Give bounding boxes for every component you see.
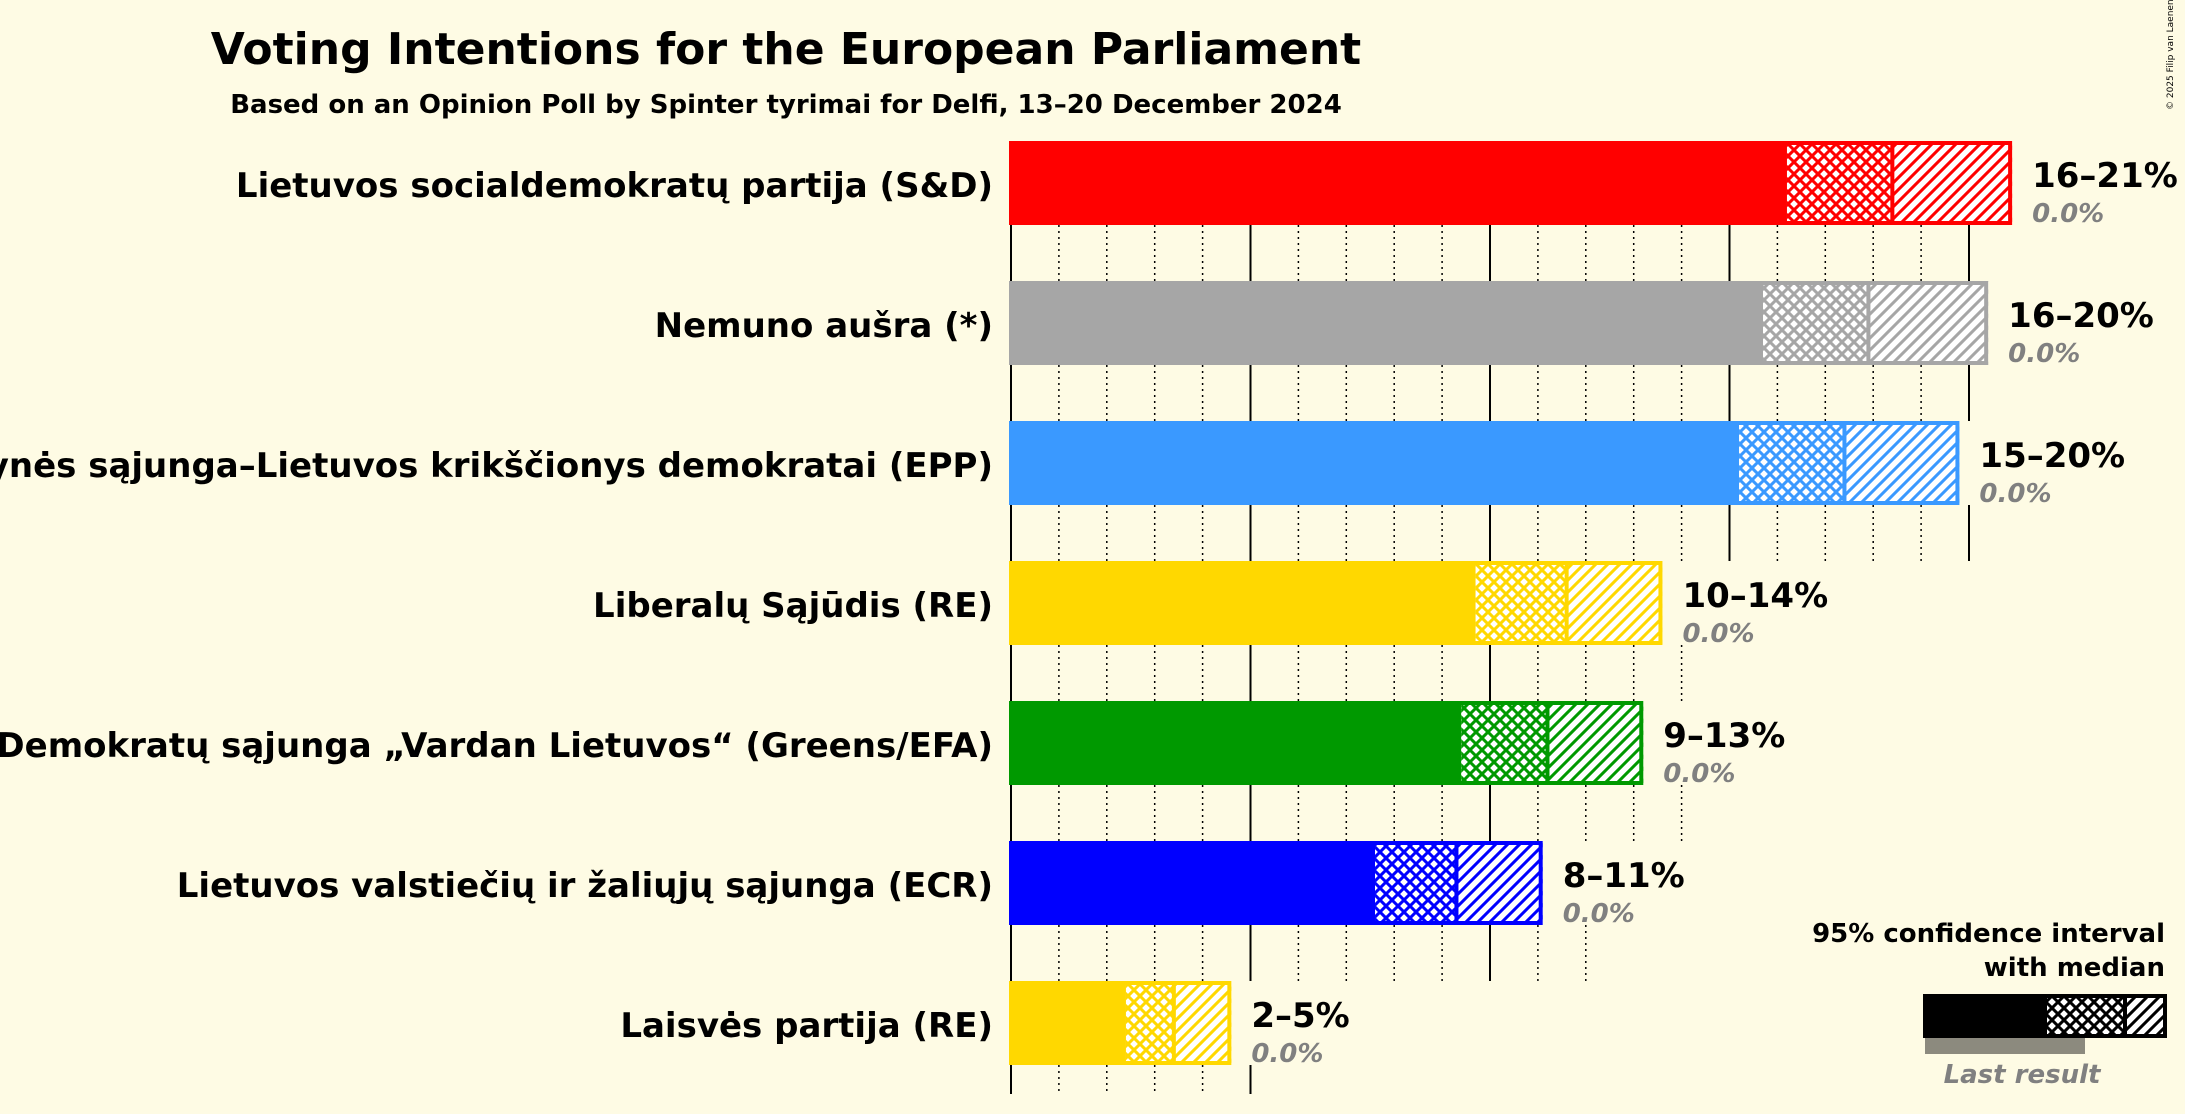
last-result-label: 0.0%: [1682, 619, 1754, 649]
bar-ci-outline: [1009, 141, 2013, 225]
bar-solid: [1011, 701, 1462, 785]
last-result-label: 0.0%: [2008, 339, 2080, 369]
bar-solid: [1011, 421, 1740, 505]
bar-ci-upper: [1844, 421, 1960, 505]
legend-title-line1: 95% confidence interval: [1812, 919, 2165, 949]
range-label: 10–14%: [1682, 576, 1828, 616]
bar-solid: [1011, 981, 1126, 1065]
bar-ci-lower: [1461, 701, 1548, 785]
bar-ci-outline: [1009, 561, 1663, 645]
legend-ci-lower-swatch: [2043, 994, 2127, 1038]
party-label: Lietuvos socialdemokratų partija (S&D): [236, 166, 993, 206]
bar-ci-lower: [1475, 561, 1567, 645]
bars: Lietuvos socialdemokratų partija (S&D) 16…: [0, 141, 2178, 1069]
bar-row: Lietuvos socialdemokratų partija (S&D) 16…: [236, 141, 2178, 229]
bar-ci-outline: [1009, 281, 1989, 365]
legend-title-line2: with median: [1984, 953, 2165, 983]
chart-title: Voting Intentions for the European Parli…: [211, 24, 1361, 75]
bar-ci-upper: [1547, 701, 1644, 785]
bar-ci-outline: [1009, 841, 1543, 925]
bar-row: Tėvynės sąjunga–Lietuvos krikščionys dem…: [0, 421, 2125, 509]
bar-ci-lower: [1125, 981, 1174, 1065]
last-result-label: 0.0%: [1979, 479, 2051, 509]
last-result-label: 0.0%: [1663, 759, 1735, 789]
bar-ci-outline: [1009, 421, 1960, 505]
party-label: Liberalų Sąjūdis (RE): [593, 586, 993, 626]
bar-solid: [1011, 141, 1787, 225]
bar-row: Demokratų sąjunga „Vardan Lietuvos“ (Gre…: [0, 701, 1785, 789]
range-label: 16–21%: [2032, 156, 2178, 196]
party-label: Laisvės partija (RE): [620, 1006, 993, 1046]
bar-row: Liberalų Sąjūdis (RE) 10–14%0.0%: [593, 561, 1828, 649]
last-result-label: 0.0%: [2032, 199, 2104, 229]
bar-ci-lower: [1786, 141, 1893, 225]
bar-ci-upper: [1566, 561, 1663, 645]
bar-ci-upper: [1868, 281, 1989, 365]
legend-last-result-label: Last result: [1944, 1060, 2102, 1090]
bar-row: Nemuno aušra (*) 16–20%0.0%: [655, 281, 2154, 369]
bar-ci-outline: [1009, 981, 1232, 1065]
copyright-note: © 2025 Filip van Laenen: [2166, 0, 2176, 110]
party-label: Tėvynės sąjunga–Lietuvos krikščionys dem…: [0, 446, 993, 486]
party-label: Lietuvos valstiečių ir žaliųjų sąjunga (…: [177, 866, 993, 906]
legend-ci-upper-swatch: [2123, 994, 2167, 1038]
bar-ci-lower: [1763, 281, 1869, 365]
bar-ci-lower: [1375, 841, 1457, 925]
range-label: 15–20%: [1979, 436, 2125, 476]
range-label: 16–20%: [2008, 296, 2154, 336]
legend: 95% confidence interval with median Last…: [1812, 919, 2167, 1090]
chart-subtitle: Based on an Opinion Poll by Spinter tyri…: [230, 90, 1342, 120]
bar-ci-lower: [1739, 421, 1845, 505]
last-result-label: 0.0%: [1251, 1039, 1323, 1069]
bar-row: Lietuvos valstiečių ir žaliųjų sąjunga (…: [177, 841, 1685, 929]
grid: [1010, 225, 1970, 1094]
party-label: Nemuno aušra (*): [655, 306, 993, 346]
legend-solid-swatch: [1923, 994, 2045, 1038]
bar-ci-upper: [1173, 981, 1232, 1065]
bar-solid: [1011, 281, 1764, 365]
bar-ci-outline: [1009, 701, 1644, 785]
bar-ci-upper: [1892, 141, 2013, 225]
range-label: 8–11%: [1563, 856, 1685, 896]
range-label: 9–13%: [1663, 716, 1785, 756]
bar-solid: [1011, 561, 1476, 645]
bar-solid: [1011, 841, 1376, 925]
party-label: Demokratų sąjunga „Vardan Lietuvos“ (Gre…: [0, 726, 993, 766]
bar-ci-upper: [1456, 841, 1543, 925]
bar-row: Laisvės partija (RE) 2–5%0.0%: [620, 981, 1350, 1069]
last-result-label: 0.0%: [1563, 899, 1635, 929]
range-label: 2–5%: [1251, 996, 1349, 1036]
